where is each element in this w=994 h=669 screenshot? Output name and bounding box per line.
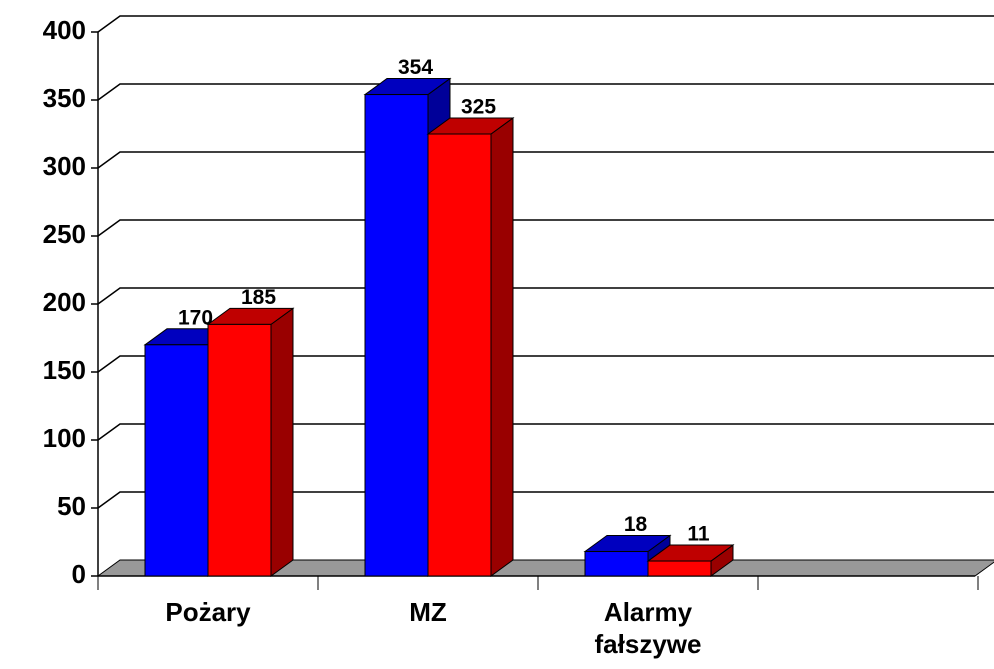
- x-tick-label: Pożary: [165, 597, 251, 627]
- value-label: 185: [241, 286, 276, 309]
- bar-front: [207, 323, 272, 577]
- bar-front: [647, 560, 712, 577]
- bar: [426, 117, 515, 577]
- x-tick-label-text: MZ: [409, 597, 447, 627]
- x-tick-label: MZ: [409, 597, 447, 627]
- y-tick-label: 0: [72, 559, 86, 589]
- value-label: 325: [461, 96, 496, 119]
- grid-line: [97, 151, 994, 169]
- grid-line: [97, 219, 994, 237]
- grid-line: [97, 491, 994, 509]
- bar-side: [490, 117, 514, 577]
- bar-front: [584, 551, 649, 577]
- y-tick-label: 300: [43, 151, 86, 181]
- bar-front: [144, 344, 209, 577]
- bar-front: [427, 133, 492, 577]
- y-tick-label: 150: [43, 355, 86, 385]
- x-tick-label-text: Alarmy fałszywe: [594, 597, 702, 659]
- grid-line: [97, 355, 994, 373]
- bar-side: [270, 307, 294, 577]
- y-tick-label: 50: [57, 491, 86, 521]
- x-tick-label: Alarmy fałszywe: [594, 597, 702, 659]
- grid-line: [97, 15, 994, 33]
- bar: [646, 544, 735, 577]
- x-tick-label-text: Pożary: [165, 597, 251, 627]
- y-tick-label: 200: [43, 287, 86, 317]
- y-tick-label: 400: [43, 15, 86, 45]
- value-label: 18: [624, 513, 648, 536]
- grid-line: [97, 423, 994, 441]
- grid-line: [97, 287, 994, 305]
- value-label: 170: [178, 306, 213, 329]
- value-label: 354: [398, 56, 433, 79]
- bar-front: [364, 94, 429, 577]
- grid-line: [97, 83, 994, 101]
- y-tick-label: 350: [43, 83, 86, 113]
- bar: [206, 307, 295, 577]
- y-tick-label: 250: [43, 219, 86, 249]
- y-tick-label: 100: [43, 423, 86, 453]
- value-label: 11: [687, 523, 710, 546]
